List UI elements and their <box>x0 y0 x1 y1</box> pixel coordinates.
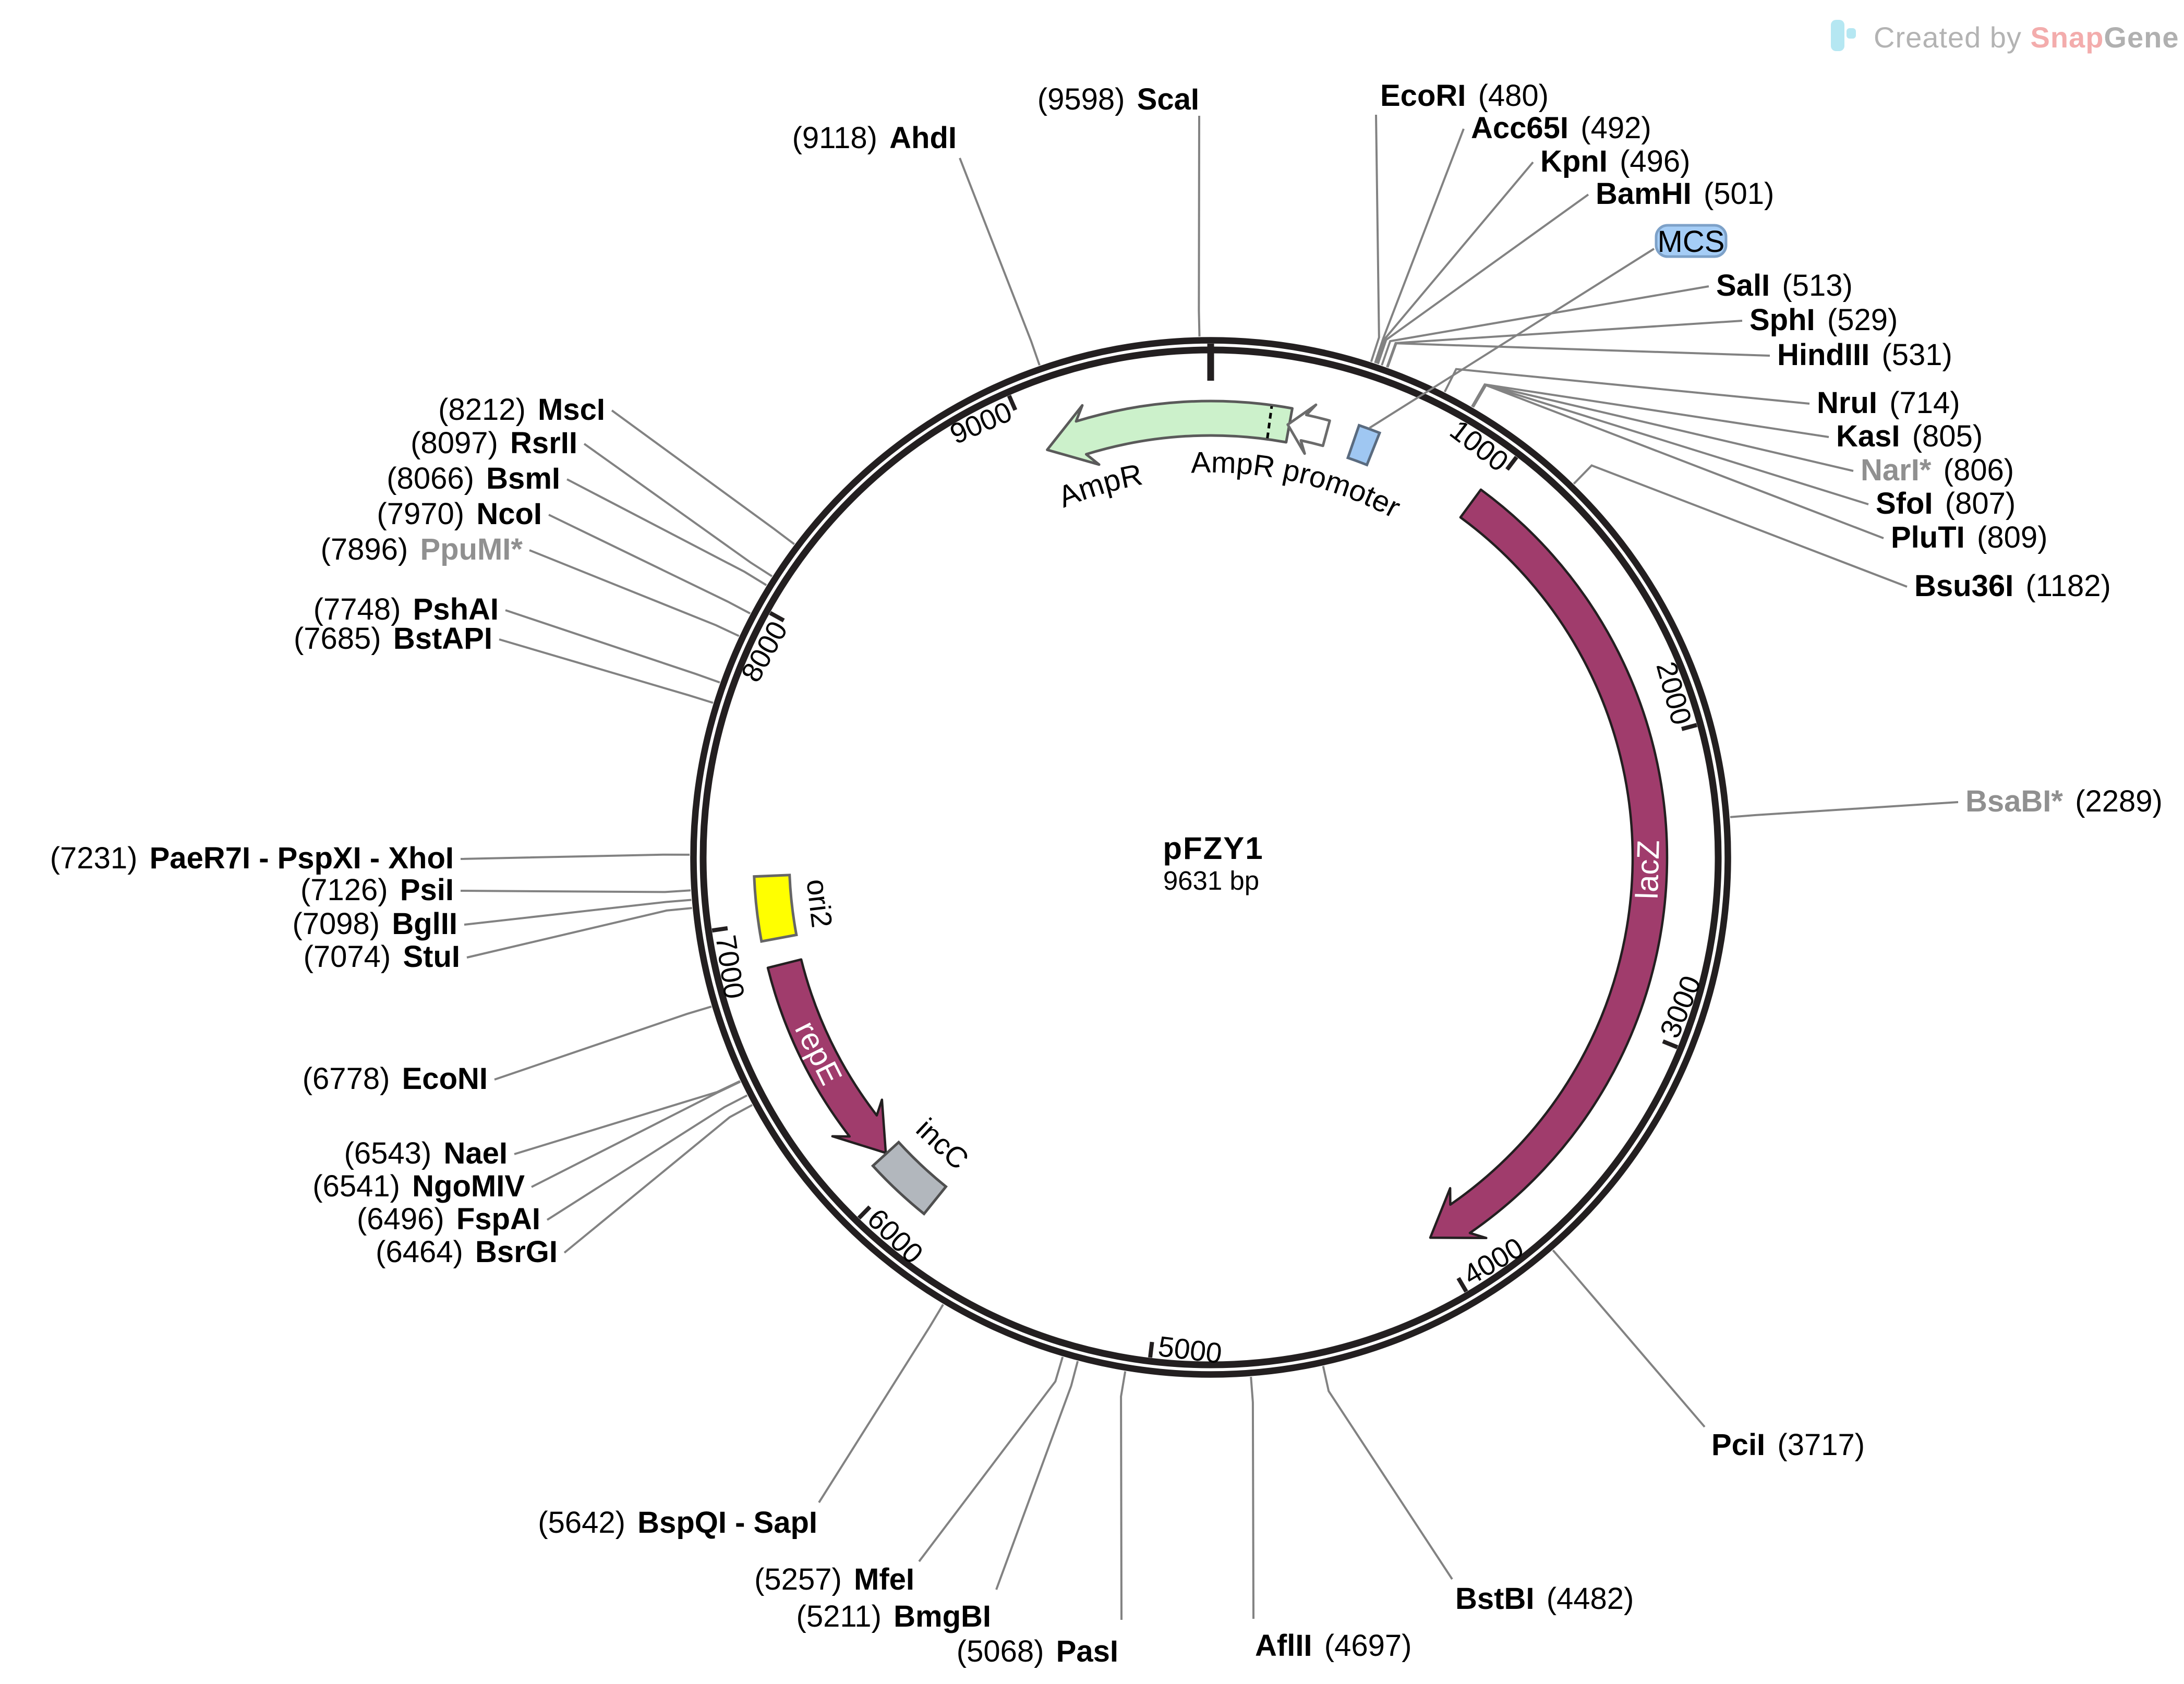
svg-text:(7685) BstAPI: (7685) BstAPI <box>294 622 492 656</box>
svg-text:(9598) ScaI: (9598) ScaI <box>1037 82 1199 116</box>
svg-text:(5257) MfeI: (5257) MfeI <box>754 1562 914 1596</box>
svg-text:9631 bp: 9631 bp <box>1163 866 1259 895</box>
svg-text:(7231) PaeR7I - PspXI - XhoI: (7231) PaeR7I - PspXI - XhoI <box>50 841 454 875</box>
svg-text:PluTI (809): PluTI (809) <box>1891 520 2047 554</box>
svg-text:MCS: MCS <box>1658 225 1725 259</box>
svg-text:(8212) MscI: (8212) MscI <box>438 393 605 427</box>
svg-text:KasI (805): KasI (805) <box>1836 419 1983 453</box>
svg-text:(6778) EcoNI: (6778) EcoNI <box>303 1062 488 1096</box>
svg-text:(6464) BsrGI: (6464) BsrGI <box>376 1235 558 1269</box>
svg-text:(7074) StuI: (7074) StuI <box>304 940 460 974</box>
svg-text:ori2: ori2 <box>800 877 838 929</box>
svg-text:BstBI (4482): BstBI (4482) <box>1455 1582 1634 1616</box>
svg-text:Acc65I (492): Acc65I (492) <box>1471 111 1651 145</box>
svg-text:(8066) BsmI: (8066) BsmI <box>387 462 560 495</box>
svg-text:5000: 5000 <box>1156 1330 1224 1370</box>
svg-text:(5211) BmgBI: (5211) BmgBI <box>797 1600 991 1633</box>
svg-text:SphI (529): SphI (529) <box>1749 303 1898 337</box>
svg-text:(7896) PpuMI*: (7896) PpuMI* <box>321 532 523 566</box>
svg-text:(6496) FspAI: (6496) FspAI <box>357 1202 540 1236</box>
svg-text:(8097) RsrII: (8097) RsrII <box>411 426 577 460</box>
svg-text:lacZ: lacZ <box>1630 840 1666 900</box>
svg-text:PciI (3717): PciI (3717) <box>1711 1428 1865 1462</box>
svg-text:HindIII (531): HindIII (531) <box>1777 338 1952 372</box>
svg-text:KpnI (496): KpnI (496) <box>1540 144 1690 178</box>
svg-text:SalI (513): SalI (513) <box>1716 269 1853 302</box>
svg-text:(5068) PasI: (5068) PasI <box>957 1634 1118 1668</box>
svg-text:AflII (4697): AflII (4697) <box>1255 1629 1411 1663</box>
svg-text:(7126) PsiI: (7126) PsiI <box>300 873 454 907</box>
svg-text:BsaBI* (2289): BsaBI* (2289) <box>1965 784 2163 818</box>
svg-text:(7748) PshAI: (7748) PshAI <box>313 592 499 626</box>
svg-text:NruI (714): NruI (714) <box>1817 386 1960 420</box>
svg-text:Bsu36I (1182): Bsu36I (1182) <box>1914 569 2111 603</box>
svg-text:(9118) AhdI: (9118) AhdI <box>792 121 957 155</box>
svg-text:BamHI (501): BamHI (501) <box>1596 177 1774 211</box>
svg-text:(6543) NaeI: (6543) NaeI <box>344 1136 508 1170</box>
svg-text:(7970) NcoI: (7970) NcoI <box>377 497 542 531</box>
svg-text:(6541) NgoMIV: (6541) NgoMIV <box>312 1169 525 1203</box>
svg-text:NarI* (806): NarI* (806) <box>1861 453 2014 487</box>
svg-text:Created by SnapGene: Created by SnapGene <box>1874 21 2179 54</box>
svg-text:SfoI (807): SfoI (807) <box>1876 487 2016 520</box>
svg-text:(7098) BglII: (7098) BglII <box>292 907 457 941</box>
svg-text:EcoRI (480): EcoRI (480) <box>1380 79 1549 113</box>
svg-text:pFZY1: pFZY1 <box>1163 831 1263 866</box>
svg-text:(5642) BspQI - SapI: (5642) BspQI - SapI <box>538 1506 817 1540</box>
